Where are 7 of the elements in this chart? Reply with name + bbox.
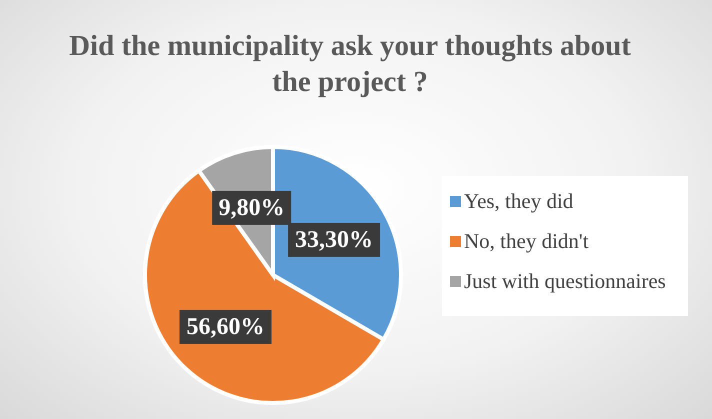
data-label: 33,30% (295, 226, 374, 253)
data-label: 9,80% (218, 194, 285, 221)
legend-label: No, they didn't (464, 228, 589, 254)
legend-label: Just with questionnaires (464, 268, 666, 294)
chart-title: Did the municipality ask your thoughts about the project ? (68, 29, 632, 100)
legend-label: Yes, they did (464, 188, 574, 214)
data-label: 56,60% (186, 314, 265, 340)
